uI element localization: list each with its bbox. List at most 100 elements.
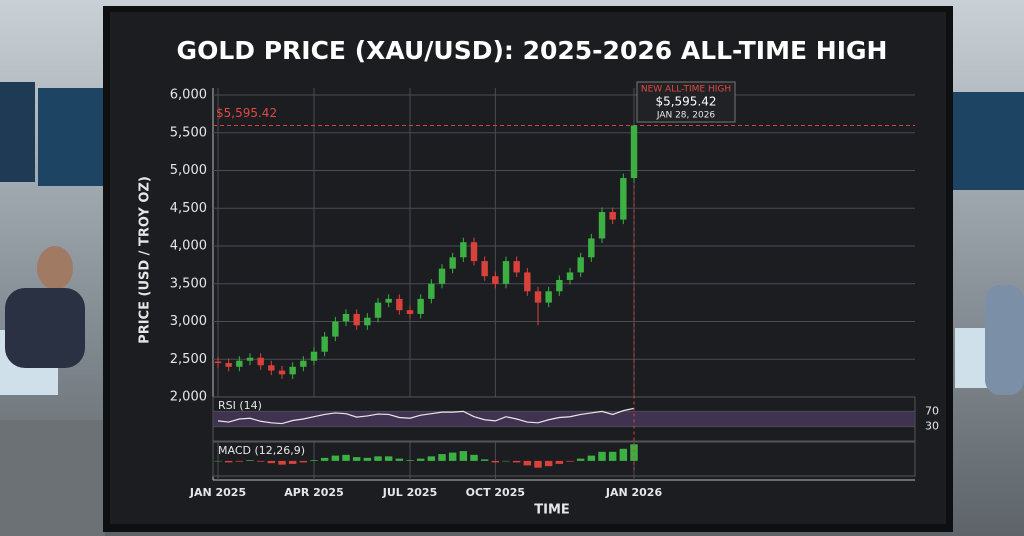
desk bbox=[0, 420, 105, 536]
macd-bar bbox=[384, 456, 393, 461]
macd-bar bbox=[470, 454, 478, 461]
candle-body bbox=[534, 291, 542, 303]
y-tick-label: 2,500 bbox=[170, 352, 207, 367]
macd-bar bbox=[342, 454, 350, 461]
candle-body bbox=[630, 125, 638, 179]
candle-body bbox=[417, 298, 424, 314]
candle-body bbox=[289, 366, 296, 375]
candle-body bbox=[321, 336, 328, 352]
macd-bar bbox=[502, 460, 510, 462]
macd-bar bbox=[480, 459, 489, 461]
candle-body bbox=[513, 261, 520, 273]
candle-body bbox=[246, 357, 254, 361]
candle-body bbox=[257, 357, 264, 366]
candle-body bbox=[374, 302, 382, 318]
rsi-tick-label: 70 bbox=[925, 404, 939, 417]
side-monitor bbox=[952, 92, 1024, 190]
macd-bar bbox=[448, 452, 457, 461]
macd-bar bbox=[619, 448, 628, 461]
macd-bar bbox=[438, 454, 446, 461]
y-tick-label: 4,500 bbox=[170, 201, 207, 216]
y-tick-label: 2,000 bbox=[170, 390, 207, 405]
person bbox=[5, 288, 85, 368]
candle-body bbox=[225, 363, 232, 367]
macd-bar bbox=[320, 457, 329, 461]
candle-body bbox=[470, 242, 478, 262]
rsi-tick-label: 30 bbox=[925, 420, 939, 433]
candle-body bbox=[342, 313, 350, 322]
candle-body bbox=[353, 313, 360, 326]
x-tick-label: JAN 2025 bbox=[189, 486, 246, 499]
candle-body bbox=[566, 272, 574, 280]
y-axis-label: PRICE (USD / TROY OZ) bbox=[138, 176, 153, 344]
ath-axis-label: $5,595.42 bbox=[216, 106, 277, 120]
candle-body bbox=[332, 321, 339, 337]
macd-bar bbox=[224, 460, 233, 463]
x-tick-label: JAN 2026 bbox=[605, 486, 663, 499]
macd-bar bbox=[555, 460, 564, 464]
candle-body bbox=[236, 360, 243, 367]
side-monitor bbox=[38, 88, 104, 186]
ath-date: JAN 28, 2026 bbox=[656, 111, 716, 121]
macd-bar bbox=[587, 455, 596, 461]
candle-body bbox=[214, 361, 222, 364]
candle-body bbox=[300, 360, 307, 367]
macd-label: MACD (12,26,9) bbox=[218, 444, 305, 457]
macd-bar bbox=[352, 457, 361, 461]
candle-body bbox=[609, 212, 616, 220]
macd-bar bbox=[310, 460, 318, 461]
rsi-label: RSI (14) bbox=[218, 399, 262, 412]
y-tick-label: 6,000 bbox=[170, 88, 207, 103]
macd-bar bbox=[427, 456, 436, 461]
x-axis-label: TIME bbox=[534, 503, 570, 518]
candle-body bbox=[577, 257, 584, 273]
x-tick-label: APR 2025 bbox=[284, 486, 344, 499]
candle-body bbox=[481, 261, 488, 277]
macd-bar bbox=[246, 460, 254, 461]
macd-bar bbox=[416, 458, 425, 461]
macd-bar bbox=[512, 460, 521, 463]
macd-bar bbox=[459, 451, 468, 461]
macd-bar bbox=[491, 460, 500, 463]
macd-bar bbox=[608, 451, 617, 461]
person bbox=[37, 246, 73, 290]
macd-bar bbox=[331, 455, 340, 461]
rsi-line bbox=[217, 407, 635, 425]
macd-bar bbox=[598, 451, 606, 461]
candle-body bbox=[492, 276, 499, 284]
ath-title: NEW ALL-TIME HIGH bbox=[641, 85, 731, 95]
candle-body bbox=[556, 279, 563, 292]
candle-body bbox=[278, 370, 286, 375]
x-tick-label: OCT 2025 bbox=[466, 486, 525, 499]
macd-bar bbox=[288, 460, 297, 464]
person bbox=[985, 285, 1024, 395]
macd-bar bbox=[235, 460, 244, 462]
macd-bar bbox=[630, 444, 638, 461]
candle-body bbox=[460, 242, 467, 258]
ath-box bbox=[636, 81, 736, 123]
chart-title: GOLD PRICE (XAU/USD): 2025-2026 ALL-TIME… bbox=[177, 36, 888, 65]
macd-bar bbox=[523, 460, 532, 466]
y-tick-label: 4,000 bbox=[170, 239, 207, 254]
macd-bar bbox=[534, 460, 542, 468]
macd-bar bbox=[299, 460, 308, 463]
macd-bar bbox=[544, 460, 553, 467]
x-tick-label: JUL 2025 bbox=[382, 486, 437, 499]
y-tick-label: 5,000 bbox=[170, 163, 207, 178]
macd-bar bbox=[566, 460, 574, 462]
candle-body bbox=[524, 272, 531, 292]
y-tick-label: 5,500 bbox=[170, 125, 207, 140]
candle-body bbox=[396, 298, 403, 311]
candle-body bbox=[438, 268, 446, 284]
side-monitor bbox=[0, 82, 35, 182]
macd-bar bbox=[406, 460, 414, 461]
macd-bar bbox=[214, 460, 222, 462]
macd-bar bbox=[374, 456, 382, 461]
macd-bar bbox=[267, 460, 276, 464]
macd-bar bbox=[576, 458, 585, 461]
candle-body bbox=[449, 257, 456, 269]
macd-bar bbox=[363, 457, 372, 461]
candle-body bbox=[598, 212, 606, 239]
